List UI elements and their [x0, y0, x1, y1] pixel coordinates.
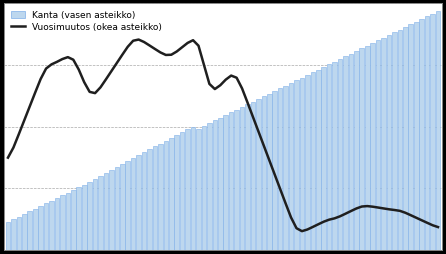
Bar: [387, 36, 391, 250]
Bar: [22, 214, 27, 250]
Bar: [202, 126, 206, 250]
Bar: [71, 190, 76, 250]
Bar: [44, 203, 49, 250]
Bar: [93, 179, 97, 250]
Bar: [185, 130, 190, 250]
Bar: [392, 33, 397, 250]
Bar: [305, 76, 310, 250]
Bar: [289, 84, 293, 250]
Bar: [207, 124, 212, 250]
Bar: [55, 198, 59, 250]
Bar: [131, 158, 136, 250]
Bar: [283, 86, 288, 250]
Bar: [98, 176, 103, 250]
Bar: [359, 49, 364, 250]
Bar: [153, 147, 157, 250]
Bar: [180, 133, 185, 250]
Bar: [251, 102, 255, 250]
Bar: [66, 193, 70, 250]
Bar: [376, 41, 380, 250]
Bar: [120, 164, 124, 250]
Bar: [191, 127, 195, 250]
Bar: [229, 113, 233, 250]
Bar: [343, 57, 348, 250]
Bar: [28, 212, 32, 250]
Bar: [240, 108, 244, 250]
Bar: [403, 28, 408, 250]
Bar: [245, 105, 250, 250]
Bar: [381, 38, 386, 250]
Bar: [109, 170, 114, 250]
Bar: [273, 92, 277, 250]
Bar: [327, 65, 331, 250]
Bar: [169, 138, 173, 250]
Bar: [33, 209, 37, 250]
Bar: [409, 25, 413, 250]
Bar: [316, 70, 321, 250]
Bar: [218, 118, 223, 250]
Bar: [310, 73, 315, 250]
Bar: [300, 78, 304, 250]
Bar: [223, 116, 228, 250]
Bar: [76, 188, 81, 250]
Bar: [349, 54, 353, 250]
Bar: [142, 153, 146, 250]
Bar: [397, 30, 402, 250]
Bar: [234, 110, 239, 250]
Bar: [196, 129, 201, 250]
Bar: [414, 23, 418, 250]
Bar: [6, 222, 10, 250]
Legend: Kanta (vasen asteikko), Vuosimuutos (okea asteikko): Kanta (vasen asteikko), Vuosimuutos (oke…: [8, 9, 165, 35]
Bar: [278, 89, 282, 250]
Bar: [436, 12, 440, 250]
Bar: [419, 20, 424, 250]
Bar: [158, 144, 163, 250]
Bar: [49, 201, 54, 250]
Bar: [11, 219, 16, 250]
Bar: [430, 14, 435, 250]
Bar: [354, 52, 359, 250]
Bar: [136, 155, 141, 250]
Bar: [17, 217, 21, 250]
Bar: [425, 17, 429, 250]
Bar: [164, 141, 168, 250]
Bar: [213, 121, 217, 250]
Bar: [370, 44, 375, 250]
Bar: [103, 173, 108, 250]
Bar: [87, 182, 92, 250]
Bar: [267, 94, 272, 250]
Bar: [261, 97, 266, 250]
Bar: [125, 161, 130, 250]
Bar: [147, 150, 152, 250]
Bar: [338, 60, 343, 250]
Bar: [332, 62, 337, 250]
Bar: [60, 196, 65, 250]
Bar: [256, 100, 261, 250]
Bar: [174, 136, 179, 250]
Bar: [115, 167, 119, 250]
Bar: [38, 206, 43, 250]
Bar: [82, 185, 87, 250]
Bar: [365, 46, 370, 250]
Bar: [294, 81, 299, 250]
Bar: [322, 68, 326, 250]
